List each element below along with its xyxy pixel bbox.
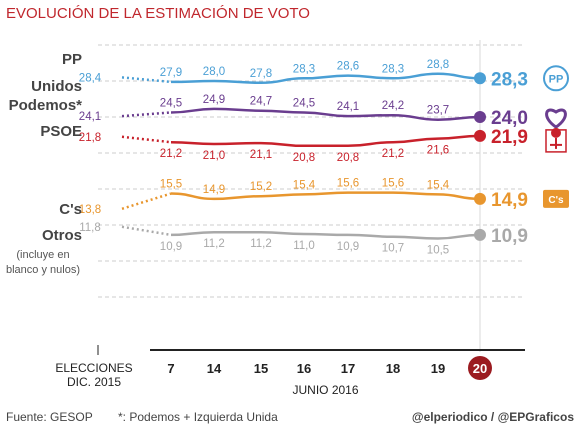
baseline-value: 13,8 [79, 204, 101, 216]
highlighted-date-marker [468, 356, 492, 380]
series-line [170, 134, 481, 148]
data-label: 24,2 [382, 100, 404, 112]
series-group: 28,4 27,9 28,0 27,8 28,3 28,6 28,3 28,8 28,3 PP PP… [6, 51, 569, 276]
data-label: 20,8 [337, 152, 359, 164]
chart-title: EVOLUCIÓN DE LA ESTIMACIÓN DE VOTO [6, 5, 310, 22]
data-label: 11,2 [203, 238, 225, 250]
data-label: 15,6 [337, 178, 359, 190]
data-label: 10,9 [160, 241, 182, 253]
baseline-value: 21,8 [79, 132, 101, 144]
series-point [474, 72, 486, 85]
data-label: 21,0 [203, 150, 225, 162]
data-label: 24,1 [337, 101, 359, 113]
data-label: 28,0 [203, 66, 225, 78]
data-label: 21,2 [382, 148, 404, 160]
series-name: PSOE [40, 123, 82, 140]
series-connector [121, 192, 172, 210]
data-label: 10,7 [382, 243, 404, 255]
data-label: 24,9 [203, 94, 225, 106]
data-label: 11,2 [250, 238, 272, 250]
final-value: 21,9 [491, 127, 528, 148]
psoe-rose-icon [545, 127, 567, 153]
series-pp: 28,4 27,9 28,0 27,8 28,3 28,6 28,3 28,8 28,3 PP PP [62, 51, 569, 92]
series-connector [121, 111, 172, 118]
baseline-value: 24,1 [79, 111, 101, 123]
data-label: 21,2 [160, 148, 182, 160]
x-tick-label: 18 [386, 361, 400, 376]
data-label: 15,6 [382, 178, 404, 190]
grid-lines [98, 40, 525, 352]
x-tick-label: 14 [207, 361, 222, 376]
series-connector [121, 135, 172, 144]
series-up: 24,1 24,5 24,9 24,7 24,5 24,1 24,2 23,7 24,0 Unid… [9, 78, 567, 129]
final-value: 14,9 [491, 190, 528, 211]
footnote: *: Podemos + Izquierda Unida [118, 410, 278, 424]
data-label: 10,9 [337, 241, 359, 253]
baseline-label: DIC. 2015 [67, 375, 121, 389]
series-point [474, 228, 486, 241]
series-name: C's [59, 201, 82, 218]
series-name: PP [62, 51, 82, 68]
series-note: (incluye en [16, 249, 69, 261]
final-value: 24,0 [491, 108, 528, 129]
credit: @elperiodico / @EPGraficos [412, 410, 574, 424]
icon-text: PP [549, 73, 564, 85]
final-value: 10,9 [491, 226, 528, 247]
x-axis-label: JUNIO 2016 [292, 383, 358, 397]
data-label: 28,3 [382, 63, 404, 75]
data-label: 28,6 [337, 61, 359, 73]
data-label: 10,5 [427, 245, 449, 257]
data-label: 28,3 [293, 63, 315, 75]
series-connector [121, 225, 172, 237]
data-label: 14,9 [203, 184, 225, 196]
data-label: 15,2 [250, 181, 272, 193]
final-value: 28,3 [491, 69, 528, 90]
pp-logo-icon [543, 65, 569, 92]
series-name: Otros [42, 227, 82, 244]
data-label: 27,9 [160, 67, 182, 79]
data-label: 28,8 [427, 59, 449, 71]
data-label: 20,8 [293, 152, 315, 164]
data-label: 21,6 [427, 145, 449, 157]
baseline-value: 28,4 [79, 72, 102, 84]
data-label: 15,4 [293, 179, 316, 191]
series-name: Podemos* [9, 97, 83, 114]
series-point [474, 129, 486, 142]
data-label: 24,7 [250, 96, 272, 108]
series-line [170, 72, 481, 85]
x-tick-label: 20 [473, 361, 487, 376]
data-label: 11,0 [293, 240, 315, 252]
x-tick-label: 7 [167, 361, 174, 376]
baseline-value: 11,8 [79, 222, 101, 234]
podemos-heart-icon [545, 108, 567, 129]
series-name: Unidos [31, 78, 82, 95]
series-connector [121, 76, 172, 84]
data-label: 15,5 [160, 179, 182, 191]
data-label: 24,5 [293, 98, 315, 110]
series-otros: 11,8 10,9 11,2 11,2 11,0 10,9 10,7 10,5 10,9 Otro… [6, 222, 528, 276]
series-point [474, 111, 486, 123]
data-label: 21,1 [250, 149, 272, 161]
data-label: 23,7 [427, 105, 449, 117]
cs-logo-icon [543, 189, 569, 208]
series-note: blanco y nulos) [6, 264, 80, 276]
baseline-label: ELECCIONES [55, 361, 132, 375]
source-note: Fuente: GESOP [6, 410, 93, 424]
series-line [170, 230, 481, 240]
series-psoe: 21,8 21,2 21,0 21,1 20,8 20,8 21,2 21,6 21,9 PSOE [40, 123, 567, 164]
series-point [474, 192, 486, 205]
series-cs: 13,8 15,5 14,9 15,2 15,4 15,6 15,6 15,4 14,9 C's C… [59, 178, 569, 218]
x-tick-label: 16 [297, 361, 311, 376]
series-line [170, 191, 481, 201]
data-label: 27,8 [250, 68, 272, 80]
x-tick-label: 19 [431, 361, 445, 376]
x-tick-label: 15 [254, 361, 268, 376]
series-line [170, 107, 481, 121]
data-label: 24,5 [160, 98, 182, 110]
data-label: 15,4 [427, 179, 450, 191]
icon-text: C's [548, 195, 564, 206]
x-tick-label: 17 [341, 361, 355, 376]
